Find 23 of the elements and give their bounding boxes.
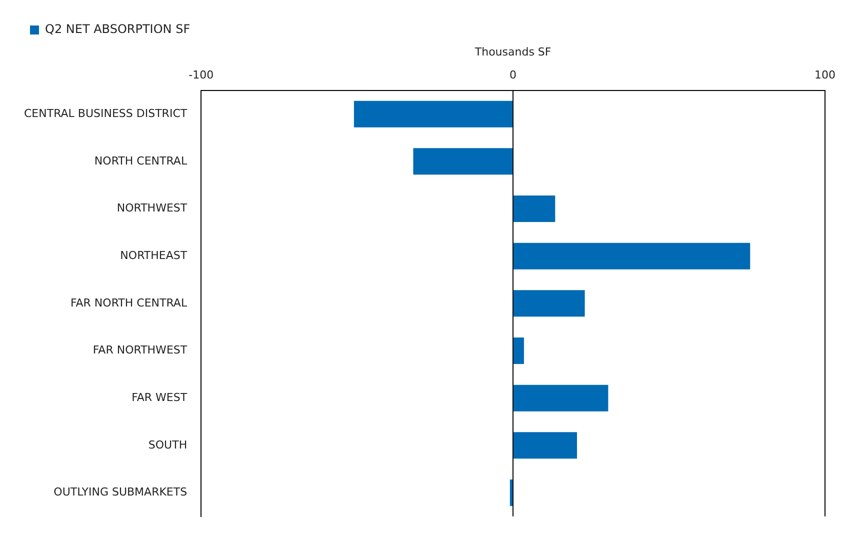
y-tick-label: NORTHWEST — [116, 202, 188, 215]
y-tick-label: OUTLYING SUBMARKETS — [54, 486, 188, 499]
y-tick-label: CENTRAL BUSINESS DISTRICT — [24, 106, 188, 120]
bar — [413, 148, 513, 175]
x-axis-title: Thousands SF — [474, 45, 552, 58]
bar — [510, 479, 513, 506]
bar — [514, 384, 608, 412]
bar — [514, 337, 524, 364]
y-tick-label: FAR WEST — [132, 390, 188, 404]
legend-label: Q2 NET ABSORPTION SF — [45, 22, 190, 36]
y-tick-label: NORTH CENTRAL — [94, 154, 188, 168]
y-tick-label: SOUTH — [148, 438, 188, 452]
y-tick-label: FAR NORTHWEST — [92, 344, 188, 357]
y-tick-label: FAR NORTH CENTRAL — [70, 296, 188, 310]
bar — [354, 100, 513, 128]
bar — [514, 432, 577, 459]
y-tick-label: NORTHEAST — [120, 248, 188, 262]
bar — [514, 242, 750, 270]
x-tick-label: 0 — [510, 68, 517, 82]
bar — [514, 195, 556, 222]
x-tick-label: 100 — [814, 68, 836, 82]
x-tick-label: -100 — [188, 68, 214, 82]
bar — [514, 290, 585, 317]
